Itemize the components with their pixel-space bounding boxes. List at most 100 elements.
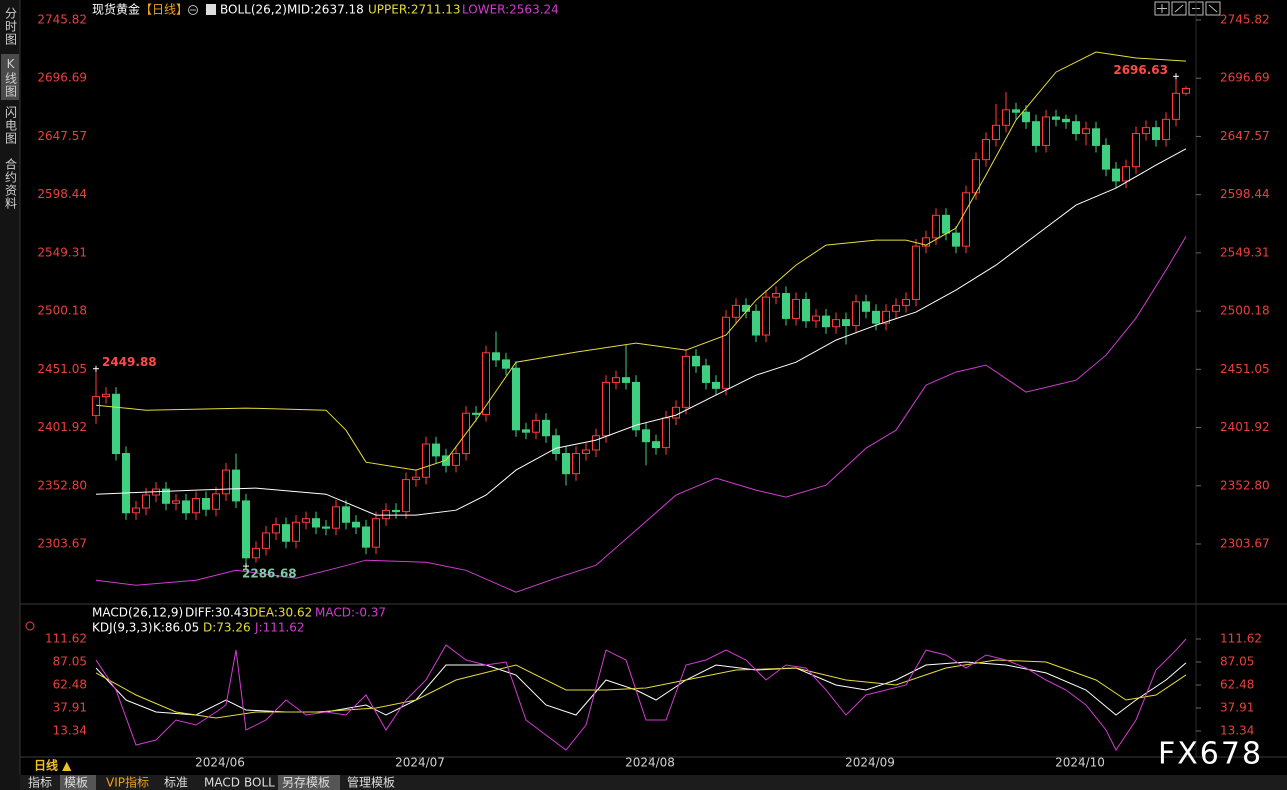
indicator-line xyxy=(95,51,1187,471)
candle-body xyxy=(992,124,1000,140)
candle-body xyxy=(852,301,860,327)
kdj-panel: 13.34 13.34 37.91 37.91 62.48 62.48 87.05 87.05… xyxy=(45,631,1262,769)
candle-body xyxy=(312,518,320,528)
bottom-tab[interactable]: 另存模板 xyxy=(282,776,330,790)
bottom-tab[interactable]: 标准 xyxy=(164,776,188,790)
candle-body xyxy=(662,417,670,449)
candle-body xyxy=(642,429,650,443)
candle-body xyxy=(182,500,190,514)
candle-body xyxy=(452,453,460,466)
candle-body xyxy=(542,419,550,437)
y-tick-label: 37.91 xyxy=(53,700,87,714)
y-tick-label: 62.48 xyxy=(53,677,87,691)
candle-body xyxy=(1032,121,1040,146)
sidebar-tab-active xyxy=(1,54,19,100)
tool-glyph xyxy=(1208,4,1218,13)
candle-body xyxy=(422,443,430,478)
y-tick-label: 111.62 xyxy=(45,631,87,645)
candle-body xyxy=(142,494,150,509)
collapse-icon[interactable] xyxy=(188,5,198,15)
candle-body xyxy=(982,138,990,161)
candle-body xyxy=(202,498,210,510)
bottom-tab[interactable]: VIP指标 xyxy=(106,775,149,790)
candle-body xyxy=(832,319,840,328)
candle-body xyxy=(262,532,270,549)
candle-body xyxy=(112,393,120,455)
x-tick-label: 2024/06 xyxy=(195,756,245,770)
x-tick-label: 2024/08 xyxy=(625,756,675,770)
tool-crosshair[interactable] xyxy=(1154,1,1170,16)
indicator-line xyxy=(95,659,1187,719)
kdj-name: KDJ(9,3,3) xyxy=(92,621,153,635)
y-tick-label-right: 111.62 xyxy=(1220,631,1262,645)
tool-settings[interactable] xyxy=(1205,1,1221,16)
sidebar-tab[interactable]: K线图 xyxy=(4,57,18,98)
candle-body xyxy=(1112,168,1120,182)
bottom-tab[interactable]: 指标 xyxy=(28,775,52,790)
candle-body xyxy=(592,435,600,451)
candle-body xyxy=(392,509,400,513)
y-tick-label: 87.05 xyxy=(53,654,87,668)
candle-body xyxy=(892,304,900,312)
bottom-tab[interactable]: 管理模板 xyxy=(347,775,395,790)
candle-body xyxy=(232,469,240,502)
candle-body xyxy=(192,498,200,514)
candle-body xyxy=(952,232,960,247)
candle-body xyxy=(292,521,300,542)
candle-body xyxy=(512,367,520,431)
y-tick-label: 2745.82 xyxy=(37,13,87,27)
bottom-tab-active xyxy=(278,775,340,790)
sidebar-tab[interactable]: 分时图 xyxy=(4,7,18,46)
symbol: 现货黄金 xyxy=(92,2,140,17)
indicator-icon[interactable] xyxy=(206,4,216,15)
bottom-tab[interactable]: 模板 xyxy=(64,776,88,790)
candle-body xyxy=(552,435,560,455)
candle-body xyxy=(942,214,950,234)
candle-body xyxy=(582,449,590,455)
high-label: 2449.88 xyxy=(102,355,157,369)
candle-body xyxy=(382,509,390,520)
candle-body xyxy=(562,453,570,475)
candle-body xyxy=(322,526,330,529)
sidebar-tab[interactable]: 闪电图 xyxy=(4,106,18,145)
y-tick-label: 13.34 xyxy=(53,723,87,737)
candle-body xyxy=(922,237,930,247)
boll-mid: MID:2637.18 xyxy=(287,3,364,17)
macd-value: MACD:-0.37 xyxy=(315,606,386,620)
tool-zoom-in[interactable] xyxy=(1171,1,1187,16)
candle-body xyxy=(102,393,110,398)
period-switch[interactable]: 日线 ▲ xyxy=(34,758,72,773)
watermark: FX678 xyxy=(1158,737,1263,772)
y-tick-label-right: 2598.44 xyxy=(1220,187,1270,201)
candle-body xyxy=(1122,166,1130,182)
candle-body xyxy=(432,443,440,457)
candle-body xyxy=(1052,116,1060,120)
boll-upper: UPPER:2711.13 xyxy=(368,3,460,17)
candle-body xyxy=(682,355,690,408)
y-tick-label-right: 2303.67 xyxy=(1220,536,1270,550)
sidebar-tab[interactable]: 合约资料 xyxy=(4,157,18,210)
y-tick-label-right: 87.05 xyxy=(1220,654,1254,668)
candle-body xyxy=(1132,133,1140,168)
y-tick-label-right: 62.48 xyxy=(1220,677,1254,691)
low-label: 2286.68 xyxy=(242,567,297,581)
candle-body xyxy=(782,293,790,319)
candle-body xyxy=(732,304,740,318)
candle-body xyxy=(1072,121,1080,135)
candle-body xyxy=(882,310,890,324)
candle-body xyxy=(1142,127,1150,135)
y-tick-label-right: 37.91 xyxy=(1220,700,1254,714)
candle-body xyxy=(472,412,480,415)
candle-body xyxy=(402,479,410,513)
candle-body xyxy=(212,493,220,510)
candle-body xyxy=(802,298,810,322)
kdj-icon[interactable] xyxy=(25,621,35,631)
indicator-name: BOLL(26,2) xyxy=(220,3,287,17)
macd-dea: DEA:30.62 xyxy=(249,606,312,620)
candle-body xyxy=(902,298,910,306)
bottom-tab[interactable]: BOLL xyxy=(244,776,275,790)
y-tick-label: 2647.57 xyxy=(37,129,87,143)
bottom-tab[interactable]: MACD xyxy=(204,776,240,790)
candle-body xyxy=(842,319,850,327)
